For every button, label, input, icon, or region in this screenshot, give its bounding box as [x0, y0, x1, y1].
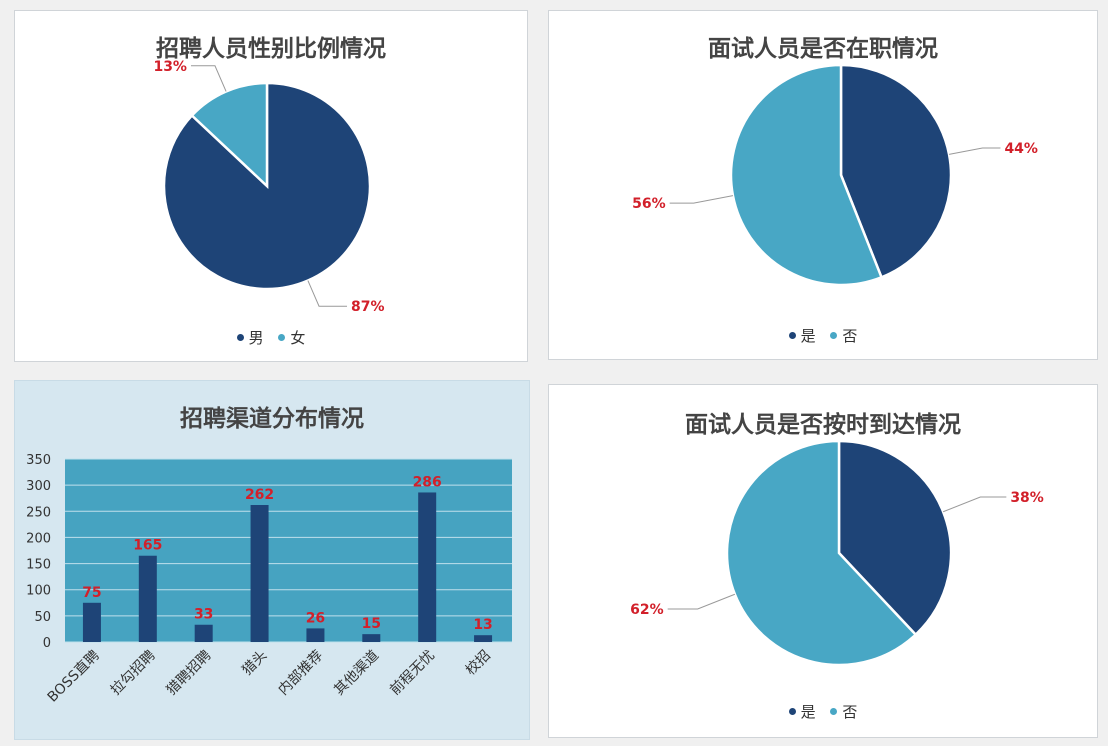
x-category-label: 其他渠道 — [331, 648, 382, 699]
y-tick-label: 250 — [26, 505, 51, 520]
legend-swatch — [788, 708, 796, 715]
x-category-label: 猎头 — [239, 648, 270, 679]
leader-line — [190, 65, 227, 92]
legend-item-no: 否 — [830, 701, 857, 722]
leader-line — [942, 496, 1007, 513]
bar-value-label: 13 — [473, 617, 492, 633]
y-tick-label: 100 — [26, 584, 51, 599]
data-label-男: 87% — [351, 299, 385, 315]
data-label-女: 13% — [153, 59, 187, 75]
chart-title: 面试人员是否按时到达情况 — [685, 412, 961, 438]
pie-slice-是 — [839, 63, 953, 279]
legend-item-female: 女 — [278, 327, 305, 348]
gender-chart-panel: 招聘人员性别比例情况 87% 13% 男 女 — [14, 10, 528, 362]
bar-内部推荐 — [306, 628, 325, 642]
y-tick-label: 200 — [26, 531, 51, 546]
ontime-chart-panel: 面试人员是否按时到达情况 38% 62% 是 否 — [548, 384, 1098, 738]
ontime-pie-chart: 38% 62% — [630, 439, 1044, 667]
employment-chart-panel: 面试人员是否在职情况 44% 56% 是 否 — [548, 10, 1098, 360]
legend-swatch — [788, 332, 796, 339]
bar-value-label: 33 — [194, 607, 213, 623]
pie-slice-是 — [837, 439, 953, 637]
bar-猎聘招聘 — [194, 624, 213, 642]
legend-item-male: 男 — [236, 327, 264, 348]
bar-value-label: 262 — [245, 487, 274, 503]
data-label-是: 44% — [1004, 141, 1038, 157]
bar-value-label: 15 — [362, 616, 381, 632]
bar-BOSS直聘 — [82, 602, 101, 642]
chart-legend: 男 女 — [15, 327, 527, 348]
legend-swatch — [830, 332, 838, 339]
data-label-是: 38% — [1010, 490, 1044, 506]
legend-swatch — [236, 334, 244, 341]
chart-legend: 是 否 — [549, 325, 1097, 346]
bar-前程无忧 — [418, 492, 437, 642]
y-tick-label: 300 — [26, 479, 51, 494]
gender-pie-chart: 87% 13% — [153, 59, 385, 315]
x-category-label: 拉勾招聘 — [108, 648, 159, 699]
employment-pie-chart: 44% 56% — [632, 63, 1038, 287]
bar-其他渠道 — [362, 634, 381, 642]
x-category-label: 校招 — [462, 647, 494, 679]
x-category-label: 内部推荐 — [275, 648, 326, 699]
pie-slice-男 — [162, 81, 372, 291]
data-label-否: 56% — [632, 196, 666, 212]
bar-猎头 — [250, 505, 269, 642]
pie-slice-否 — [729, 63, 884, 287]
data-label-否: 62% — [630, 602, 664, 618]
leader-line — [669, 195, 734, 204]
channel-chart-panel: 招聘渠道分布情况 0 50 100 150 200 250 300 350 75 BOSS直聘 16… — [14, 380, 530, 740]
y-tick-label: 350 — [26, 453, 51, 468]
y-tick-label: 0 — [43, 636, 51, 651]
bar-value-label: 26 — [306, 610, 325, 626]
legend-swatch — [830, 708, 838, 715]
y-tick-label: 150 — [26, 558, 51, 573]
bar-value-label: 165 — [133, 538, 162, 554]
bar-拉勾招聘 — [138, 555, 157, 642]
legend-item-yes: 是 — [788, 325, 816, 346]
chart-title: 招聘渠道分布情况 — [180, 406, 364, 432]
bar-value-label: 286 — [413, 474, 442, 490]
plot-area — [65, 459, 512, 642]
leader-line — [948, 147, 1001, 155]
y-tick-label: 50 — [34, 610, 51, 625]
x-category-label: BOSS直聘 — [44, 647, 103, 706]
x-category-label: 猎聘招聘 — [164, 648, 215, 699]
bar-校招 — [474, 635, 493, 642]
chart-legend: 是 否 — [549, 701, 1097, 722]
legend-item-yes: 是 — [788, 701, 816, 722]
chart-title: 面试人员是否在职情况 — [708, 36, 938, 62]
leader-line — [667, 593, 736, 610]
x-category-label: 前程无忧 — [386, 647, 438, 699]
legend-swatch — [278, 334, 286, 341]
channel-bar-chart: 0 50 100 150 200 250 300 350 75 BOSS直聘 165 拉勾招聘 33 猎聘… — [26, 453, 512, 706]
bar-value-label: 75 — [82, 585, 101, 601]
leader-line — [307, 280, 348, 307]
chart-title: 招聘人员性别比例情况 — [156, 36, 386, 62]
pie-slice-女 — [190, 81, 269, 189]
legend-item-no: 否 — [830, 325, 857, 346]
